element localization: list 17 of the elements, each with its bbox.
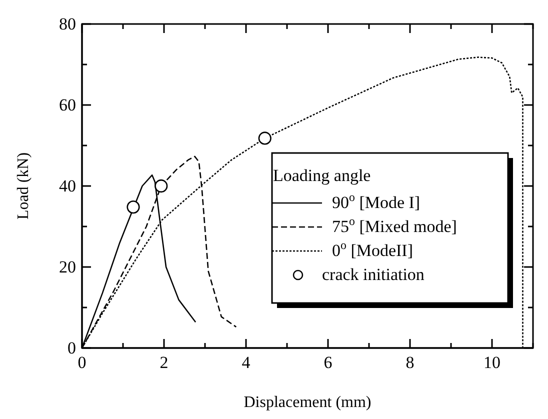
- x-tick-label: 10: [484, 353, 500, 372]
- legend-title: Loading angle: [273, 166, 371, 185]
- y-axis-title: Load (kN): [15, 152, 32, 220]
- legend-label: crack initiation: [322, 265, 425, 284]
- y-tick-label: 60: [59, 95, 76, 114]
- y-tick-label: 0: [68, 338, 76, 358]
- x-tick-label: 2: [160, 353, 168, 372]
- x-axis-title: Displacement (mm): [244, 394, 372, 411]
- legend-label: 0$^{o}$ [ModeII]: [332, 238, 414, 260]
- x-tick-label: 8: [406, 353, 414, 372]
- y-tick-label: 40: [59, 176, 76, 196]
- x-tick-label: 4: [242, 353, 251, 372]
- y-tick-label: 20: [59, 257, 76, 276]
- y-tick-label: 80: [59, 14, 76, 34]
- x-tick-label: 6: [324, 353, 332, 372]
- legend-label: 90$^{o}$ [Mode I]: [332, 190, 420, 212]
- legend-label: 75$^{o}$ [Mixed mode]: [332, 214, 457, 236]
